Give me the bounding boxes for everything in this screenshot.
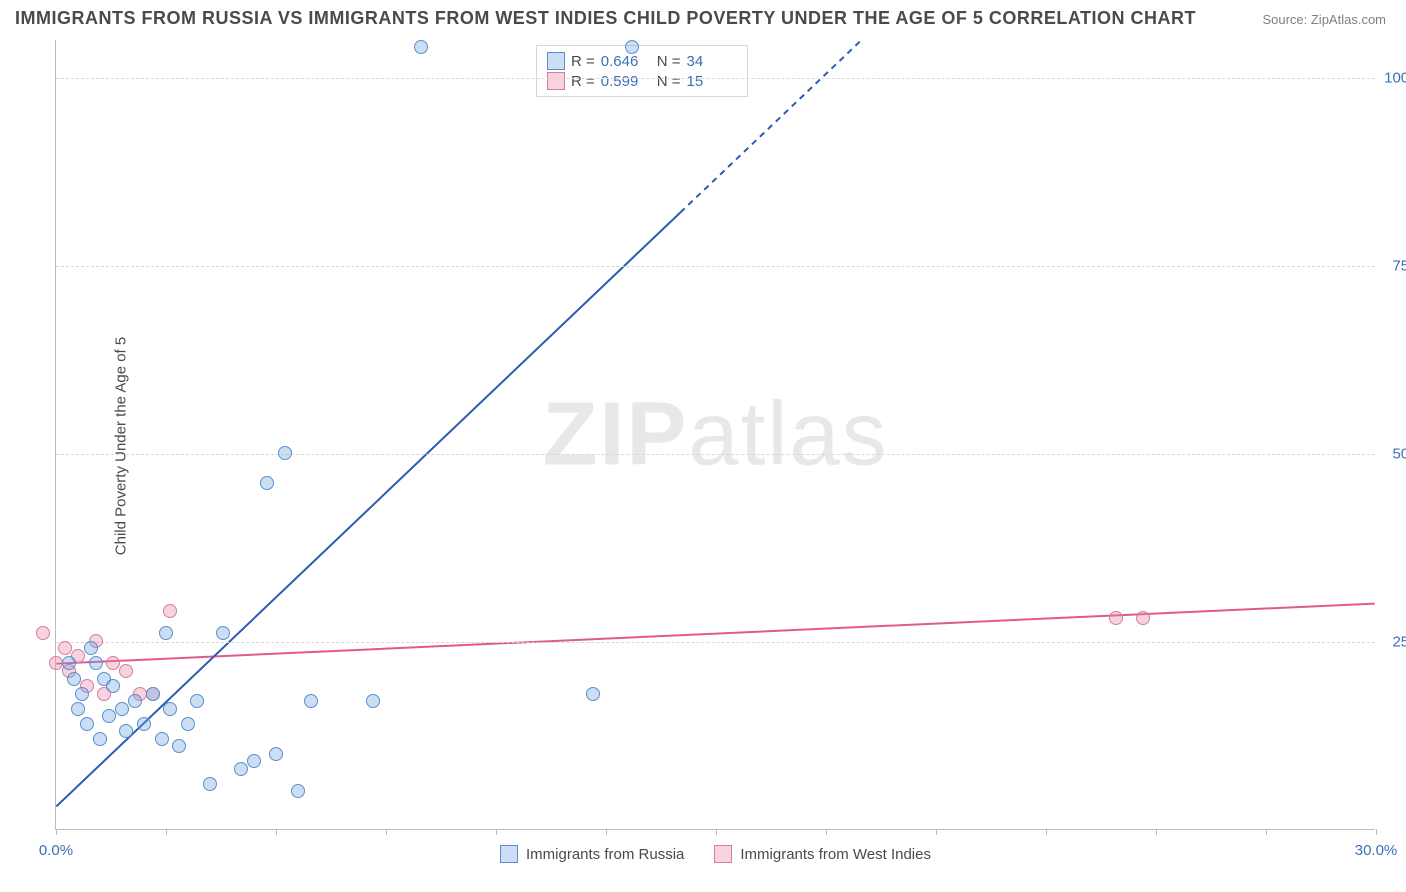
x-tick (1046, 829, 1047, 835)
data-point (75, 687, 89, 701)
data-point (278, 446, 292, 460)
x-tick (496, 829, 497, 835)
gridline (56, 78, 1375, 79)
data-point (106, 679, 120, 693)
data-point (36, 626, 50, 640)
x-tick-label: 30.0% (1355, 842, 1398, 859)
data-point (159, 626, 173, 640)
gridline (56, 454, 1375, 455)
data-point (155, 732, 169, 746)
data-point (84, 641, 98, 655)
data-point (216, 626, 230, 640)
chart-title: IMMIGRANTS FROM RUSSIA VS IMMIGRANTS FRO… (15, 8, 1196, 29)
source-attribution: Source: ZipAtlas.com (1262, 12, 1386, 27)
data-point (414, 40, 428, 54)
trend-line-solid (56, 604, 1374, 664)
gridline (56, 642, 1375, 643)
n-label: N = (657, 53, 681, 70)
data-point (260, 476, 274, 490)
x-tick (716, 829, 717, 835)
x-tick (1266, 829, 1267, 835)
x-tick (166, 829, 167, 835)
data-point (163, 702, 177, 716)
r-value-westindies: 0.599 (601, 73, 651, 90)
legend-item-russia: Immigrants from Russia (500, 845, 684, 863)
swatch-blue-icon (500, 845, 518, 863)
scatter-plot-area: ZIPatlas R = 0.646 N = 34 R = 0.599 N = … (55, 40, 1375, 830)
data-point (102, 709, 116, 723)
legend-row-russia: R = 0.646 N = 34 (547, 52, 737, 70)
data-point (80, 717, 94, 731)
y-tick-label: 25.0% (1392, 633, 1406, 650)
swatch-pink-icon (547, 72, 565, 90)
data-point (291, 784, 305, 798)
data-point (181, 717, 195, 731)
data-point (93, 732, 107, 746)
watermark-light: atlas (688, 384, 888, 484)
x-tick (386, 829, 387, 835)
data-point (137, 717, 151, 731)
x-tick (56, 829, 57, 835)
gridline (56, 266, 1375, 267)
data-point (366, 694, 380, 708)
x-tick (276, 829, 277, 835)
data-point (89, 656, 103, 670)
swatch-pink-icon (714, 845, 732, 863)
data-point (234, 762, 248, 776)
watermark: ZIPatlas (542, 383, 888, 486)
correlation-legend: R = 0.646 N = 34 R = 0.599 N = 15 (536, 45, 748, 97)
data-point (146, 687, 160, 701)
series-legend: Immigrants from Russia Immigrants from W… (56, 845, 1375, 863)
legend-label-westindies: Immigrants from West Indies (740, 846, 931, 863)
data-point (115, 702, 129, 716)
y-tick-label: 50.0% (1392, 445, 1406, 462)
trend-line-dashed (680, 40, 1374, 212)
data-point (203, 777, 217, 791)
r-label: R = (571, 73, 595, 90)
x-tick (1156, 829, 1157, 835)
data-point (1109, 611, 1123, 625)
data-point (49, 656, 63, 670)
data-point (119, 724, 133, 738)
x-tick (936, 829, 937, 835)
data-point (119, 664, 133, 678)
data-point (67, 672, 81, 686)
n-label: N = (657, 73, 681, 90)
swatch-blue-icon (547, 52, 565, 70)
data-point (106, 656, 120, 670)
data-point (58, 641, 72, 655)
trend-line-solid (56, 212, 680, 806)
data-point (62, 656, 76, 670)
y-tick-label: 75.0% (1392, 257, 1406, 274)
y-tick-label: 100.0% (1384, 69, 1406, 86)
r-label: R = (571, 53, 595, 70)
trend-lines (56, 40, 1375, 829)
data-point (247, 754, 261, 768)
data-point (304, 694, 318, 708)
x-tick (606, 829, 607, 835)
data-point (172, 739, 186, 753)
watermark-bold: ZIP (542, 384, 688, 484)
x-tick (826, 829, 827, 835)
data-point (190, 694, 204, 708)
data-point (625, 40, 639, 54)
data-point (128, 694, 142, 708)
data-point (71, 702, 85, 716)
n-value-russia: 34 (687, 53, 737, 70)
data-point (269, 747, 283, 761)
legend-label-russia: Immigrants from Russia (526, 846, 684, 863)
data-point (163, 604, 177, 618)
legend-row-westindies: R = 0.599 N = 15 (547, 72, 737, 90)
data-point (1136, 611, 1150, 625)
x-tick-label: 0.0% (39, 842, 73, 859)
x-tick (1376, 829, 1377, 835)
legend-item-westindies: Immigrants from West Indies (714, 845, 931, 863)
r-value-russia: 0.646 (601, 53, 651, 70)
data-point (586, 687, 600, 701)
n-value-westindies: 15 (687, 73, 737, 90)
